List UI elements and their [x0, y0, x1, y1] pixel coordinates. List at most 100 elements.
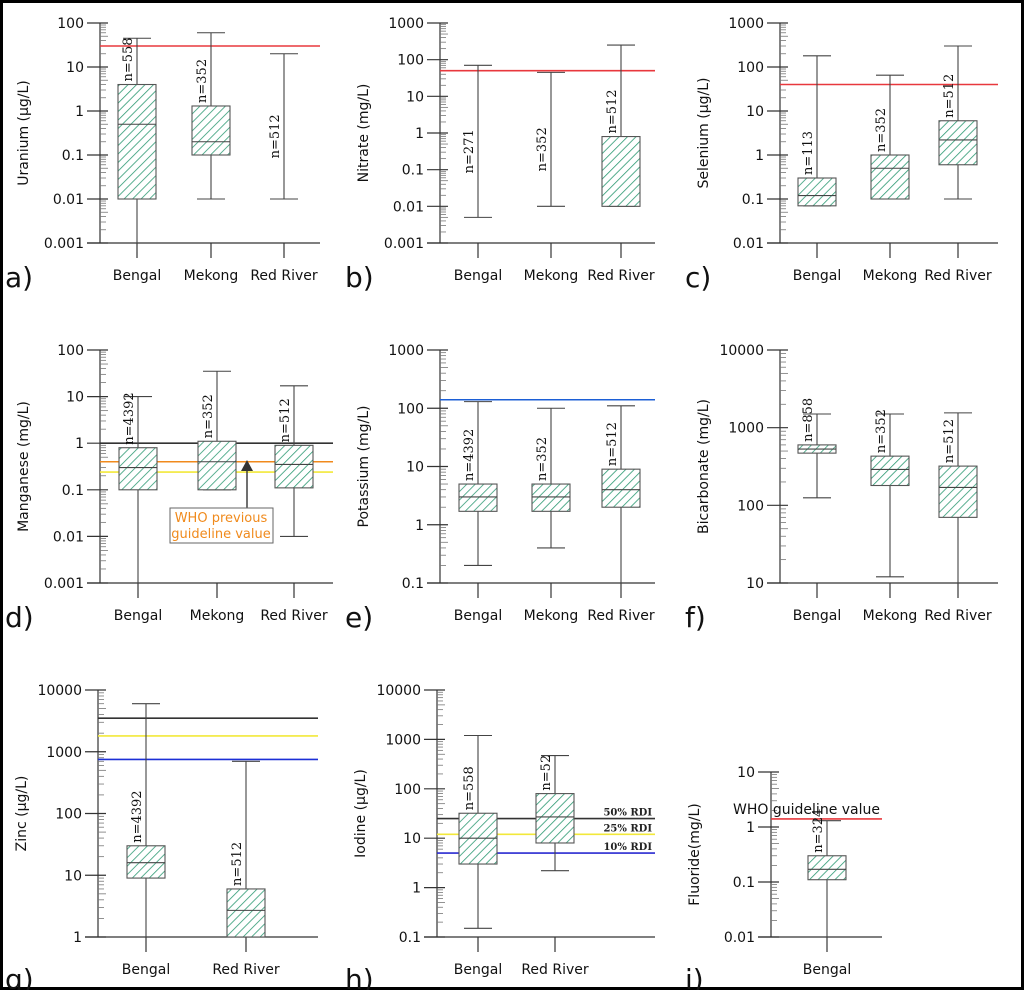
panel-d: 0.001 0.01 0.1 1 10 100 Manganese (mg/L) Bengal… — [5, 343, 333, 634]
box-red-river: n=512 — [274, 385, 314, 537]
n-label: n=352 — [195, 59, 210, 103]
panel-letter: e) — [345, 601, 373, 634]
y-tick-label: 1000 — [728, 421, 764, 437]
y-tick-label: 100 — [394, 782, 421, 798]
iqr-box — [870, 154, 910, 200]
y-tick-label: 100 — [397, 401, 424, 417]
n-label: n=512 — [942, 74, 957, 118]
n-label: n=324 — [811, 809, 826, 853]
guideline-label: 10% RDI — [603, 842, 652, 853]
x-tick-label: Bengal — [793, 608, 841, 624]
panel-g: 1 10 100 1000 10000 Zinc (µg/L) Bengal Red Rive… — [5, 683, 318, 990]
y-tick-label: 0.01 — [53, 192, 84, 208]
y-tick-label: 0.01 — [53, 529, 84, 545]
y-tick-label: 1 — [73, 930, 82, 946]
iqr-box — [118, 447, 158, 491]
iqr-box — [531, 483, 571, 512]
panel-letter: i) — [685, 963, 704, 990]
iqr-box — [126, 845, 166, 879]
iqr-box — [938, 120, 978, 166]
y-tick-label: 10 — [746, 576, 764, 592]
y-axis-label: Potassium (mg/L) — [356, 406, 372, 528]
y-tick-label: 0.01 — [733, 236, 764, 252]
box-red-river: n=512 — [938, 45, 978, 200]
box-red-river: n=512 — [601, 405, 641, 595]
iqr-box — [458, 483, 498, 512]
x-tick-label: Bengal — [113, 268, 161, 284]
guideline-label: 25% RDI — [603, 823, 652, 834]
panel-b: 0.001 0.01 0.1 1 10 100 1000 Nitrate (mg/L) Beng… — [345, 16, 655, 294]
y-tick-label: 1000 — [388, 343, 424, 359]
y-tick-label: 100 — [57, 343, 84, 359]
y-tick-label: 1000 — [385, 732, 421, 748]
y-tick-label: 10 — [66, 390, 84, 406]
x-tick-label: Bengal — [114, 608, 162, 624]
y-axis-label: Zinc (µg/L) — [14, 776, 30, 852]
y-tick-label: 1 — [75, 436, 84, 452]
iqr-box — [797, 177, 837, 207]
n-label: n=352 — [874, 409, 889, 453]
panel-letter: d) — [5, 601, 34, 634]
guideline-label: WHO guideline value — [733, 802, 880, 818]
x-tick-label: Bengal — [454, 962, 502, 978]
y-tick-label: 0.001 — [384, 236, 424, 252]
y-tick-label: 100 — [737, 498, 764, 514]
y-tick-label: 10 — [66, 60, 84, 76]
y-tick-label: 10000 — [37, 683, 82, 699]
iqr-box — [601, 468, 641, 508]
y-tick-label: 0.1 — [399, 930, 421, 946]
y-tick-label: 0.1 — [733, 875, 755, 891]
box-red-river: n=52 — [535, 755, 575, 872]
y-axis-label: Manganese (mg/L) — [16, 401, 32, 532]
y-tick-label: 0.1 — [402, 163, 424, 179]
panel-letter: a) — [5, 261, 33, 294]
n-label: n=4392 — [122, 392, 137, 444]
x-tick-label: Red River — [587, 608, 655, 624]
n-label: n=352 — [535, 127, 550, 171]
box-red-river: n=512 — [938, 412, 978, 598]
box-bengal: n=558 — [458, 734, 498, 929]
iqr-box — [938, 465, 978, 518]
n-label: n=558 — [121, 37, 136, 81]
box-mekong: n=352 — [535, 71, 565, 207]
y-tick-label: 0.1 — [402, 576, 424, 592]
box-bengal: n=324 — [807, 809, 847, 949]
n-label: n=512 — [268, 114, 283, 158]
n-label: n=512 — [230, 842, 245, 886]
box-mekong: n=352 — [531, 407, 571, 549]
x-tick-label: Bengal — [122, 962, 170, 978]
y-axis-label: Fluoride(mg/L) — [687, 803, 703, 906]
x-tick-label: Mekong — [524, 608, 579, 624]
panel-letter: h) — [345, 963, 374, 990]
iqr-box — [197, 440, 237, 491]
y-axis-label: Iodine (µg/L) — [353, 769, 369, 858]
y-tick-label: 100 — [397, 53, 424, 69]
box-bengal: n=4392 — [126, 703, 166, 950]
n-label: n=512 — [605, 422, 620, 466]
y-tick-label: 1 — [746, 820, 755, 836]
iqr-box — [226, 888, 266, 938]
y-tick-label: 10000 — [376, 683, 421, 699]
n-label: n=512 — [278, 398, 293, 442]
box-bengal: n=4392 — [118, 392, 158, 593]
n-label: n=4392 — [462, 429, 477, 481]
y-axis-label: Bicarbonate (mg/L) — [696, 399, 712, 534]
box-red-river: n=512 — [226, 760, 266, 938]
y-tick-label: 0.001 — [44, 576, 84, 592]
n-label: n=4392 — [130, 790, 145, 842]
x-tick-label: Red River — [212, 962, 280, 978]
x-tick-label: Bengal — [803, 962, 851, 978]
n-label: n=512 — [942, 419, 957, 463]
y-tick-label: 10 — [406, 460, 424, 476]
y-tick-label: 10000 — [719, 343, 764, 359]
x-tick-label: Mekong — [190, 608, 245, 624]
panel-letter: c) — [685, 261, 711, 294]
iqr-box — [601, 136, 641, 207]
n-label: n=113 — [801, 131, 816, 175]
panel-letter: f) — [685, 601, 706, 634]
y-tick-label: 1000 — [388, 16, 424, 32]
y-tick-label: 0.01 — [393, 199, 424, 215]
box-bengal: n=271 — [462, 64, 492, 218]
iqr-box — [535, 793, 575, 844]
y-axis-label: Uranium (µg/L) — [16, 80, 32, 186]
